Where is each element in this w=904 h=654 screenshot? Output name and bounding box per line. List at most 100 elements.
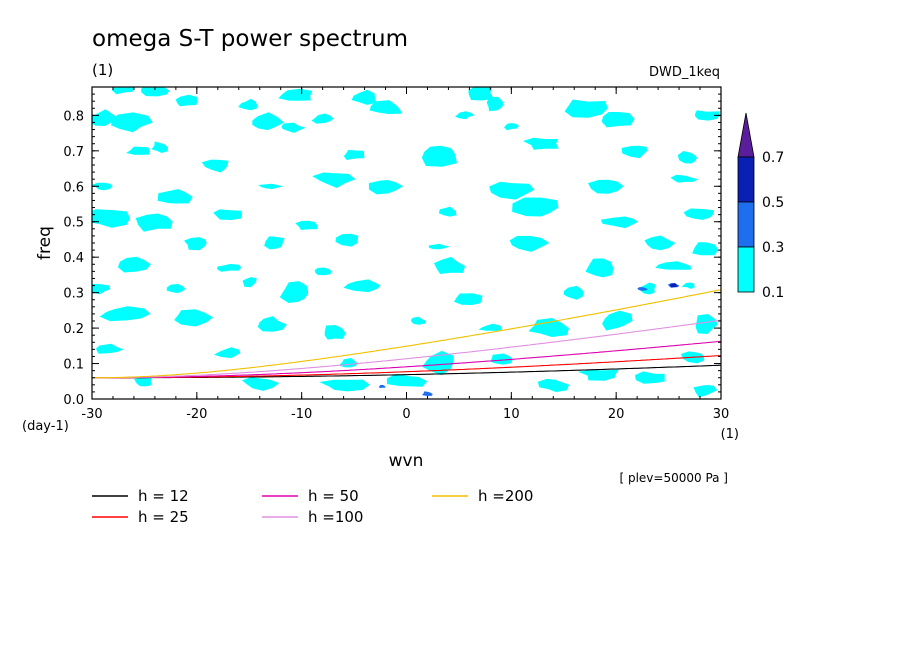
contour-patch bbox=[601, 112, 635, 128]
contour-patch bbox=[504, 123, 520, 131]
contour-patch bbox=[134, 377, 152, 387]
contour-patch bbox=[585, 258, 614, 278]
contour-patch bbox=[677, 151, 698, 164]
contour-patch bbox=[434, 256, 466, 274]
contour-patch bbox=[523, 137, 559, 150]
contour-patch bbox=[634, 371, 665, 384]
contour-patch bbox=[175, 94, 198, 107]
contour-patch bbox=[241, 377, 280, 391]
chart-title: omega S-T power spectrum bbox=[92, 26, 408, 52]
contour-patch bbox=[312, 172, 356, 188]
x-axis-label: wvn bbox=[389, 451, 424, 471]
x-tick-label: -20 bbox=[186, 407, 207, 422]
y-axis-label: freq bbox=[35, 226, 55, 260]
contour-patch bbox=[258, 183, 284, 190]
y-tick-label: 0.4 bbox=[63, 251, 84, 266]
dispersion-curve bbox=[92, 289, 721, 379]
x-tick-label: 20 bbox=[608, 407, 625, 422]
contour-patch bbox=[295, 220, 318, 230]
contour-patch bbox=[96, 343, 124, 354]
colorbar-segment bbox=[737, 201, 755, 248]
contour-patch bbox=[319, 379, 370, 392]
colorbar-segment bbox=[737, 156, 755, 203]
y-tick-label: 0.8 bbox=[63, 109, 84, 124]
contour-patch bbox=[509, 235, 550, 252]
colorbar-label: 0.5 bbox=[762, 195, 784, 211]
legend-label: h = 50 bbox=[308, 487, 359, 505]
contour-patch bbox=[621, 145, 648, 159]
contour-patch bbox=[602, 310, 633, 331]
dispersion-curves bbox=[92, 289, 721, 379]
contour-patch bbox=[410, 316, 427, 325]
contour-patch bbox=[201, 159, 229, 173]
y-tick-label: 0.6 bbox=[63, 180, 84, 195]
contour-patch bbox=[683, 208, 715, 220]
contour-patch bbox=[166, 283, 186, 294]
contour-patch bbox=[242, 277, 257, 288]
contour-patch bbox=[151, 141, 168, 153]
contour-patch bbox=[655, 261, 691, 270]
contour-patch bbox=[324, 325, 346, 340]
legend-label: h = 25 bbox=[138, 508, 189, 526]
contour-patch bbox=[577, 369, 619, 381]
contour-patch bbox=[455, 111, 475, 120]
colorbar-extend-arrow bbox=[737, 112, 755, 158]
colorbar-segment bbox=[737, 246, 755, 293]
contour-patch bbox=[184, 237, 207, 251]
legend-label: h =100 bbox=[308, 508, 363, 526]
contour-patch bbox=[669, 283, 678, 288]
contour-patch bbox=[174, 309, 214, 327]
contour-patch bbox=[314, 267, 332, 276]
contour-patch bbox=[368, 180, 404, 195]
contour-patch bbox=[92, 182, 113, 191]
colorbar-label: 0.3 bbox=[762, 240, 784, 256]
contour-patch bbox=[369, 100, 403, 114]
contour-patch bbox=[563, 285, 584, 300]
y-axis-unit: (day-1) bbox=[22, 419, 69, 434]
contour-patch bbox=[343, 279, 381, 293]
colorbar-label: 0.1 bbox=[762, 285, 784, 301]
contour-patch bbox=[564, 99, 608, 118]
x-tick-label: 30 bbox=[713, 407, 730, 422]
contour-patch bbox=[386, 373, 428, 387]
contour-patch bbox=[588, 179, 624, 194]
contour-patch bbox=[670, 174, 699, 183]
contour-patch bbox=[640, 282, 656, 295]
contour-patch bbox=[213, 209, 242, 220]
contour-patch bbox=[278, 88, 313, 101]
contour-patch bbox=[92, 283, 111, 295]
run-label: DWD_1keq bbox=[649, 65, 720, 80]
contour-patch bbox=[117, 256, 151, 273]
contour-patch bbox=[157, 189, 193, 204]
contour-patch bbox=[422, 350, 454, 376]
contour-patch bbox=[279, 281, 309, 303]
contour-patch bbox=[92, 209, 131, 228]
contour-patch bbox=[537, 378, 570, 392]
contour-patch bbox=[213, 347, 241, 359]
contour-patch bbox=[264, 236, 285, 250]
contour-patch bbox=[99, 306, 151, 322]
legend-label: h = 12 bbox=[138, 487, 189, 505]
contour-patch bbox=[489, 353, 513, 365]
y-tick-label: 0.7 bbox=[63, 145, 84, 160]
contour-patch bbox=[512, 197, 559, 217]
contour-patch bbox=[311, 113, 334, 124]
contour-patch bbox=[489, 181, 535, 200]
x-axis-unit: (1) bbox=[721, 427, 739, 442]
contour-patch bbox=[454, 293, 483, 305]
contour-patch bbox=[644, 235, 676, 251]
contour-patch bbox=[428, 243, 450, 250]
contour-patch bbox=[695, 110, 720, 121]
y-tick-label: 0.5 bbox=[63, 216, 84, 231]
contour-patch bbox=[468, 87, 494, 101]
contour-patch bbox=[257, 316, 287, 332]
colorbar-label: 0.7 bbox=[762, 150, 784, 166]
contour-patch bbox=[681, 282, 695, 289]
contour-patch bbox=[421, 145, 457, 167]
contour-patch bbox=[378, 385, 386, 388]
contour-patch bbox=[217, 263, 242, 272]
contour-patch bbox=[339, 358, 358, 368]
contour-patch bbox=[351, 89, 377, 105]
contour-patch bbox=[600, 216, 639, 229]
